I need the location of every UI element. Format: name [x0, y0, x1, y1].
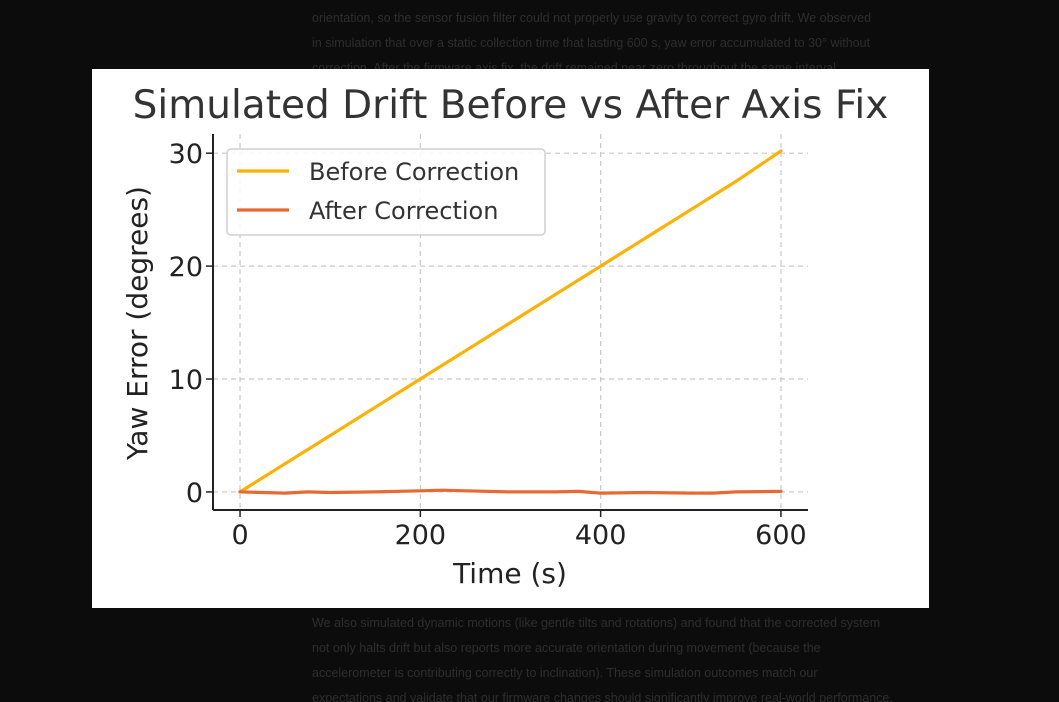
y-tick-label: 30 — [169, 139, 203, 170]
series-lines — [238, 149, 783, 495]
series-line-1 — [238, 149, 783, 494]
x-tick-label: 600 — [755, 520, 807, 551]
axes — [206, 134, 808, 517]
line-chart: 0 200 400 600 0 10 20 30 Time (s) Yaw Error (de… — [121, 134, 808, 590]
x-axis-label: Time (s) — [452, 557, 567, 590]
background-line: not only halts drift but also reports mo… — [312, 641, 821, 655]
tick-labels: 0 200 400 600 0 10 20 30 — [169, 139, 807, 551]
legend-box — [226, 148, 546, 236]
x-tick-label: 0 — [231, 520, 248, 551]
chart-title: Simulated Drift Before vs After Axis Fix — [132, 83, 889, 128]
y-tick-label: 10 — [169, 365, 203, 396]
background-line: in simulation that over a static collect… — [312, 36, 871, 50]
y-tick-label: 20 — [169, 252, 203, 283]
x-tick-label: 200 — [395, 520, 447, 551]
y-axis-label: Yaw Error (degrees) — [121, 186, 154, 461]
background-document-bottom: We also simulated dynamic motions (like … — [312, 611, 962, 702]
series-line-2 — [238, 488, 783, 495]
background-line: expectations and validate that our firmw… — [312, 691, 893, 702]
background-line: We also simulated dynamic motions (like … — [312, 616, 881, 630]
legend: Before Correction After Correction — [226, 148, 546, 236]
legend-label: After Correction — [309, 197, 498, 225]
background-line: accelerometer is contributing correctly … — [312, 666, 818, 680]
legend-label: Before Correction — [309, 158, 519, 186]
x-tick-label: 400 — [575, 520, 627, 551]
y-tick-label: 0 — [186, 478, 203, 509]
background-line: orientation, so the sensor fusion filter… — [312, 11, 872, 25]
chart-card: Simulated Drift Before vs After Axis Fix… — [92, 69, 929, 608]
